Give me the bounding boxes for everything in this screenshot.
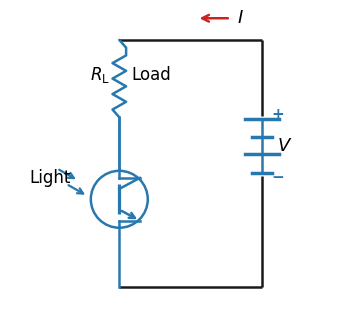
Text: $R_{\rm L}$: $R_{\rm L}$ — [90, 66, 110, 85]
Text: $V$: $V$ — [277, 137, 293, 155]
Text: +: + — [271, 107, 284, 122]
Text: −: − — [271, 170, 284, 185]
Text: Light: Light — [29, 169, 70, 186]
Text: $I$: $I$ — [237, 9, 244, 27]
Text: Load: Load — [132, 66, 172, 84]
